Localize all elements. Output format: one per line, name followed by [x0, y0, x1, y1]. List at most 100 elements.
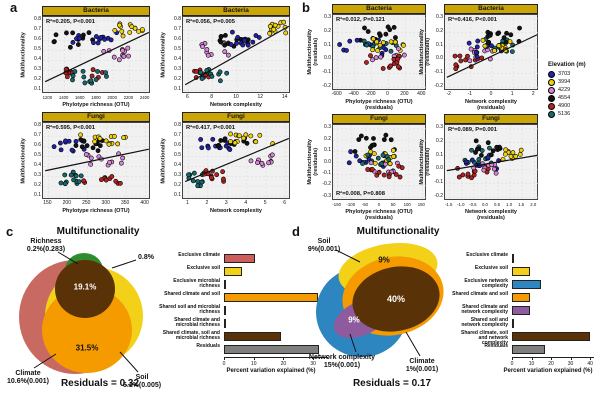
x-tick-label: 400 — [417, 91, 426, 97]
plot-area: R²=0.205, P<0.001 — [42, 16, 151, 94]
venn-outer-label: 0.8% — [138, 254, 154, 261]
y-tick-label: 0.6 — [34, 142, 41, 149]
bar — [224, 332, 281, 341]
bar — [512, 306, 530, 315]
bar-row-label: Exclusive soil — [186, 265, 220, 271]
legend-color-dot — [548, 94, 555, 102]
y-tick-label: -0.1 — [322, 169, 331, 176]
bar-axis-tick-label: 20 — [548, 361, 554, 367]
scatter-plot-bacteria-vs-network-complexity: Bacteria R²=0.056, P=0.005 0.8 0.7 0.6 0.5 0.4… — [158, 6, 296, 110]
bar-row-label: Exclusive climate — [466, 252, 508, 258]
y-axis-label: Multifunctionality (residuals) — [307, 139, 319, 185]
regression-annotation: R²=0.417, P<0.001 — [186, 125, 235, 131]
plot-area: R²=0.056, P=0.005 — [182, 16, 291, 94]
bar-axis-tick — [253, 357, 255, 360]
legend-item: 4900 — [548, 102, 598, 110]
regression-annotation: R²=0.056, P=0.005 — [186, 19, 235, 25]
legend-item-label: 3703 — [558, 71, 571, 77]
plot-area: R²=0.008, P=0.808 — [332, 124, 427, 201]
bar-row: Residuals — [452, 343, 598, 356]
y-axis-label: Multifunctionality — [20, 31, 27, 78]
bar-axis-title: Percent variation explained (%) — [226, 368, 316, 374]
bar — [512, 254, 514, 263]
venn-value-label: 19.1% — [73, 282, 97, 292]
venn-diagram-c: 19.1% 31.5% Richness 0.2%(0.283) 0.8% Climate… — [7, 238, 183, 390]
x-axis-label: Network complexity — [210, 208, 262, 214]
bar — [512, 345, 546, 354]
y-tick-label: 0.3 — [324, 124, 331, 131]
y-tick-label: 0.6 — [174, 142, 181, 149]
bar-chart-d: Exclusive climate Exclusive soil Exclusive… — [452, 252, 598, 392]
regression-annotation: R²=0.595, P<0.001 — [46, 125, 95, 131]
x-axis-label: Network complexity (residuals) — [465, 99, 517, 111]
y-tick-label: -0.1 — [322, 69, 331, 76]
bar-row: Shared climate and network complexity — [452, 304, 598, 317]
plot-title: Bacteria — [182, 6, 290, 16]
y-tick-label: 0.2 — [34, 181, 41, 188]
scatter-points — [333, 125, 427, 201]
x-tick-label: 2 — [205, 200, 209, 206]
x-axis-label: Phylotype richness (OTU) (residuals) — [345, 209, 413, 221]
scatter-plot-fungi-vs-phylotype-richness: Fungi R²=0.595, P<0.001 0.8 0.7 0.6 0.5 0.4 0.3… — [18, 112, 156, 216]
x-tick-label: 0.5 — [494, 202, 501, 207]
y-tick-label: 0.4 — [174, 161, 181, 168]
bar-axis-tick — [570, 357, 572, 360]
bar — [224, 345, 320, 354]
legend-item: 4229 — [548, 86, 598, 94]
y-tick-label: 0.6 — [34, 36, 41, 43]
y-tick-label: 0.7 — [174, 132, 181, 139]
plot-title: Fungi — [332, 114, 426, 124]
bar-row-label: Residuals — [196, 343, 220, 349]
y-axis-label: Multifunctionality (residuals) — [419, 29, 431, 75]
y-tick-label: 0.4 — [174, 55, 181, 62]
x-tick-label: 0 — [489, 91, 493, 97]
y-tick-label: -0.3 — [322, 192, 331, 199]
y-tick-label: -0.2 — [434, 192, 443, 199]
y-tick-label: 0.0 — [436, 55, 443, 62]
bar-axis-tick — [531, 357, 533, 360]
x-tick-label: 2400 — [139, 95, 150, 100]
y-tick-label: 0.5 — [174, 46, 181, 53]
scatter-plot-fungi-richness-residuals: Fungi R²=0.008, P=0.808 0.3 0.2 0.1 0.0 -0.1 -0… — [307, 114, 430, 224]
scatter-plot-bacteria-vs-phylotype-richness: Bacteria R²=0.205, P<0.001 0.8 0.7 0.6 0.5 0.4… — [18, 6, 156, 110]
x-tick-label: 4 — [244, 200, 248, 206]
x-tick-label: 10 — [233, 94, 239, 100]
bar-row: Exclusive climate — [452, 252, 598, 265]
bar-row: Exclusive soil — [452, 265, 598, 278]
plot-area: R²=0.012, P=0.121 — [332, 14, 427, 91]
residuals-text-c: Residuals = 0.32 — [60, 378, 140, 389]
x-tick-label: 50 — [390, 202, 396, 207]
bar — [512, 332, 591, 341]
y-tick-label: 0.1 — [34, 85, 41, 92]
bar — [512, 293, 530, 302]
bar-row: Exclusive network complexity — [452, 278, 598, 291]
bar-row-label: Shared climate and microbial richness — [174, 317, 220, 329]
scatter-points — [445, 15, 539, 91]
y-axis-label: Multifunctionality — [160, 137, 167, 184]
x-tick-label: 1.0 — [506, 202, 513, 207]
y-tick-label: 0.2 — [174, 181, 181, 188]
y-tick-label: 0.3 — [324, 14, 331, 21]
y-tick-label: 0.5 — [34, 46, 41, 53]
bar-axis-tick-label: 0 — [510, 361, 514, 367]
x-tick-label: 350 — [120, 200, 130, 206]
y-tick-label: 0.5 — [34, 152, 41, 159]
y-tick-label: 0.3 — [34, 65, 41, 72]
bar-axis-tick-label: 30 — [310, 361, 316, 367]
venn-value-label: 31.5% — [75, 343, 99, 353]
panel-label-a: a — [10, 0, 18, 15]
bar-axis-title: Percent variation explained (%) — [503, 368, 593, 374]
x-tick-label: 1.5 — [518, 202, 525, 207]
x-tick-label: -100 — [346, 202, 356, 207]
x-tick-label: 100 — [403, 202, 411, 207]
y-tick-label: -0.1 — [434, 69, 443, 76]
y-tick-label: -0.2 — [434, 82, 443, 89]
scatter-points — [445, 125, 539, 201]
x-tick-label: 2200 — [123, 95, 134, 100]
legend-color-dot — [548, 70, 555, 78]
bar — [512, 280, 542, 289]
bar-row-label: Shared climate and soil — [164, 291, 220, 297]
y-tick-label: 0.1 — [324, 147, 331, 154]
y-tick-label: 0.4 — [34, 55, 41, 62]
scatter-points — [43, 123, 151, 200]
